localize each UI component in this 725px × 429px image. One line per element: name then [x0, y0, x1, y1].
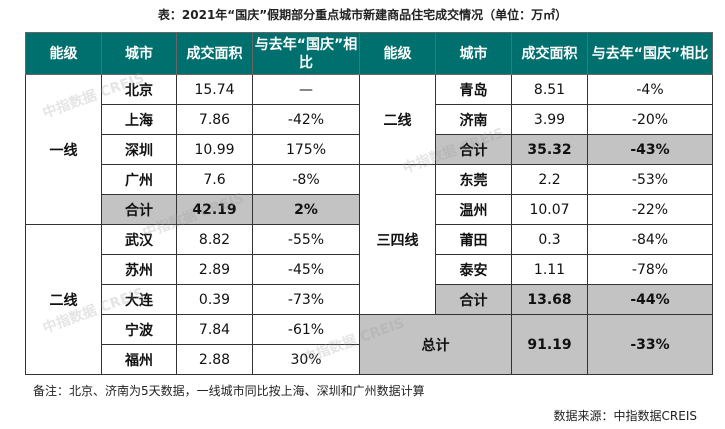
- table-cell: 35.32: [511, 134, 588, 165]
- table-cell: 8.82: [176, 224, 253, 255]
- table-cell: -22%: [587, 194, 713, 225]
- table-cell: 二线: [359, 74, 436, 165]
- table-cell: -78%: [587, 254, 713, 285]
- table-cell: 青岛: [435, 74, 512, 105]
- table-cell: 温州: [435, 194, 512, 225]
- table-cell: 上海: [101, 104, 177, 135]
- table-cell: 宁波: [101, 314, 177, 345]
- table-cell: 7.6: [176, 164, 253, 195]
- table-cell: 大连: [101, 284, 177, 315]
- table-cell: 2.89: [176, 254, 253, 285]
- table-cell: -61%: [252, 314, 360, 345]
- table-cell: -43%: [587, 134, 713, 165]
- header-area: 成交面积: [176, 32, 253, 75]
- table-cell: -4%: [587, 74, 713, 105]
- table-cell: 10.07: [511, 194, 588, 225]
- data-source: 数据来源：中指数据CREIS: [553, 409, 697, 423]
- table-cell: -53%: [587, 164, 713, 195]
- table-cell: 7.84: [176, 314, 253, 345]
- table-cell: 0.3: [511, 224, 588, 255]
- table-cell: 30%: [252, 344, 360, 375]
- table-cell: 1.11: [511, 254, 588, 285]
- table-cell: 合计: [101, 194, 177, 225]
- table-cell: 二线: [25, 224, 102, 375]
- table-row: 广州 7.6 -8% 三四线 东莞 2.2 -53%: [26, 164, 713, 315]
- table-row: 二线 武汉 8.82 -55% 莆田 0.3 -84%: [25, 224, 713, 375]
- table-cell: 深圳: [101, 134, 177, 165]
- header-yoy: 与去年“国庆”相比: [252, 32, 360, 75]
- table-row: 苏州 2.89 -45% 泰安 1.11 -78%: [26, 254, 713, 285]
- table-cell: 2.2: [511, 164, 588, 195]
- header-tier: 能级: [359, 32, 436, 75]
- table-cell: 武汉: [101, 224, 177, 255]
- table-cell: -84%: [587, 224, 713, 255]
- header-tier: 能级: [25, 32, 102, 75]
- table-row: 福州 2.88 30%: [26, 344, 713, 375]
- table-cell: -55%: [252, 224, 360, 255]
- data-table: 能级 城市 成交面积 与去年“国庆”相比 能级 城市 成交面积 与去年“国庆”相…: [25, 32, 713, 375]
- header-city: 城市: [101, 32, 177, 75]
- table-cell: 0.39: [176, 284, 253, 315]
- table-cell: 莆田: [435, 224, 512, 255]
- table-cell: -33%: [587, 314, 713, 375]
- table-cell: 济南: [435, 104, 512, 135]
- table-cell: 2.88: [176, 344, 253, 375]
- table-cell: 总计: [359, 314, 512, 375]
- table-row: 上海 7.86 -42% 济南 3.99 -20%: [26, 104, 713, 135]
- header-city: 城市: [435, 32, 512, 75]
- table-row: 宁波 7.84 -61% 总计 91.19 -33%: [26, 314, 713, 375]
- table-cell: 7.86: [176, 104, 253, 135]
- header-yoy: 与去年“国庆”相比: [587, 32, 713, 75]
- table-cell: -8%: [252, 164, 360, 195]
- table-cell: 15.74: [176, 74, 253, 105]
- table-cell: 175%: [252, 134, 360, 165]
- table-title: 表：2021年“国庆”假期部分重点城市新建商品住宅成交情况（单位：万㎡）: [157, 8, 568, 22]
- header-area: 成交面积: [511, 32, 588, 75]
- table-cell: 10.99: [176, 134, 253, 165]
- table-row: 深圳 10.99 175% 合计 35.32 -43%: [26, 134, 713, 165]
- table-cell: 北京: [101, 74, 177, 105]
- table-cell: 合计: [435, 284, 512, 315]
- table-cell: 泰安: [435, 254, 512, 285]
- table-cell: -45%: [252, 254, 360, 285]
- table-row: 大连 0.39 -73% 合计 13.68 -44%: [26, 284, 713, 315]
- table-cell: 8.51: [511, 74, 588, 105]
- table-cell: —: [252, 74, 360, 105]
- table-cell: 东莞: [435, 164, 512, 195]
- table-cell: 苏州: [101, 254, 177, 285]
- table-cell: 合计: [435, 134, 512, 165]
- table-cell: -42%: [252, 104, 360, 135]
- table-cell: -20%: [587, 104, 713, 135]
- table-cell: -44%: [587, 284, 713, 315]
- table-cell: 广州: [101, 164, 177, 195]
- header-row: 能级 城市 成交面积 与去年“国庆”相比 能级 城市 成交面积 与去年“国庆”相…: [25, 32, 713, 75]
- table-cell: -73%: [252, 284, 360, 315]
- table-cell: 3.99: [511, 104, 588, 135]
- table-cell: 一线: [25, 74, 102, 225]
- table-row: 合计 42.19 2% 温州 10.07 -22%: [26, 194, 713, 225]
- table-row: 一线 北京 15.74— 二线 青岛 8.51 -4%: [25, 74, 713, 225]
- footnote: 备注：北京、济南为5天数据，一线城市同比按上海、深圳和广州数据计算: [33, 384, 425, 398]
- table-cell: 91.19: [511, 314, 588, 375]
- table-cell: 13.68: [511, 284, 588, 315]
- table-cell: 2%: [252, 194, 360, 225]
- table-cell: 福州: [101, 344, 177, 375]
- table-cell: 三四线: [359, 164, 436, 315]
- table-cell: 42.19: [176, 194, 253, 225]
